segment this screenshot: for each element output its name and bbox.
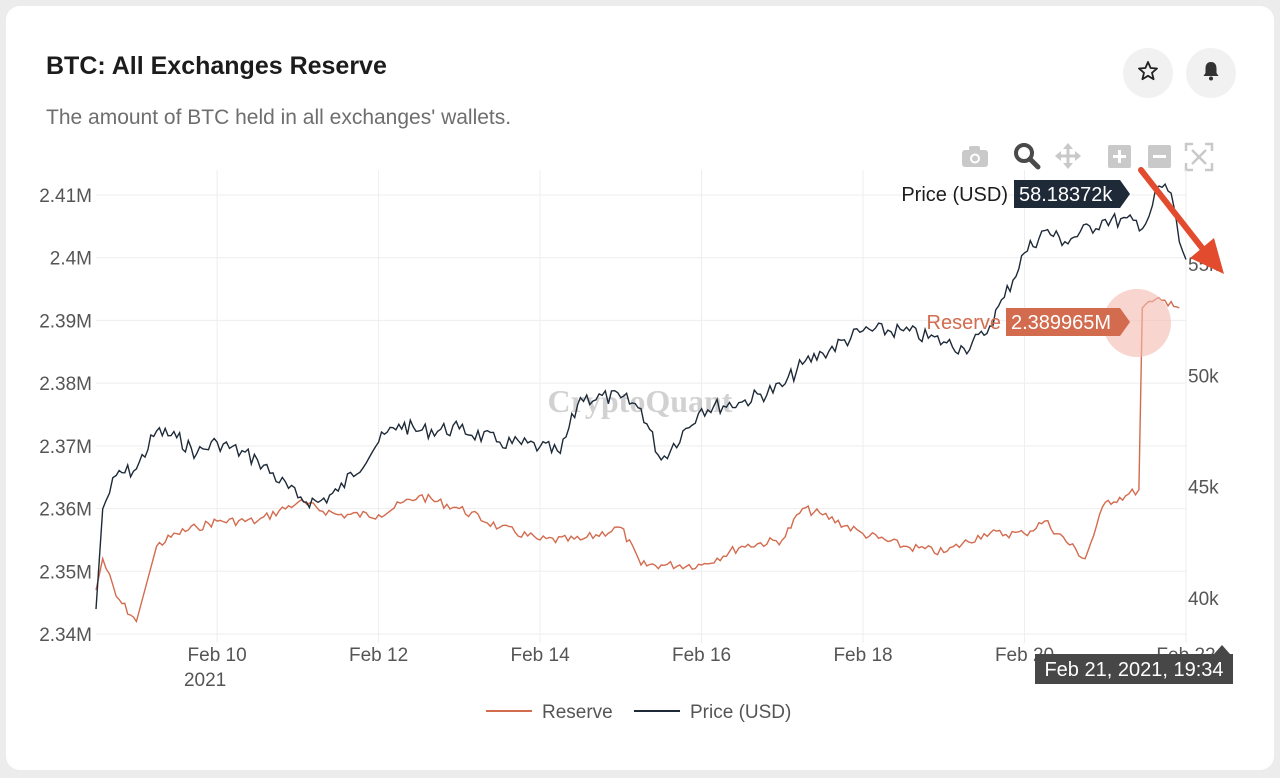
x-tick-sublabel: 2021 [184,670,226,691]
reserve-tooltip-value: 2.389965M [1011,312,1111,334]
alert-button[interactable] [1186,48,1236,98]
price-tooltip-value: 58.18372k [1019,184,1113,206]
x-tick-label: Feb 14 [510,645,570,666]
price-tooltip-label: Price (USD) [901,184,1008,206]
reserve-tooltip: Reserve 2.389965M [927,308,1130,336]
pan-icon[interactable] [1055,143,1081,169]
x-tick-label: Feb 12 [349,645,408,666]
favorite-button[interactable] [1123,48,1173,98]
date-tooltip: Feb 21, 2021, 19:34 [1035,645,1233,684]
y-right-tick-label: 50k [1188,366,1219,387]
y-left-tick-label: 2.38M [39,374,92,395]
page-title: BTC: All Exchanges Reserve [46,52,387,80]
legend-item-price[interactable]: Price (USD) [634,702,791,723]
y-left-tick-label: 2.37M [39,437,92,458]
legend: Reserve Price (USD) [486,702,791,723]
y-right-tick-label: 45k [1188,478,1219,499]
y-left-tick-label: 2.4M [50,249,92,270]
grid [96,170,1187,643]
zoom-out-icon[interactable] [1148,145,1171,168]
y-right-tick-label: 40k [1188,589,1219,610]
x-tick-label: Feb 16 [672,645,731,666]
zoom-icon[interactable] [1014,143,1041,170]
legend-price-label: Price (USD) [690,702,791,723]
bell-icon [1199,59,1223,88]
y-left-tick-label: 2.36M [39,500,92,521]
y-left-tick-label: 2.39M [39,311,92,332]
camera-icon[interactable] [962,146,988,167]
autoscale-icon[interactable] [1184,142,1214,172]
star-icon [1136,59,1160,88]
legend-reserve-label: Reserve [542,702,613,723]
page-subtitle: The amount of BTC held in all exchanges'… [46,106,512,129]
x-tick-label: Feb 10 [188,645,247,666]
price-tooltip: Price (USD) 58.18372k [901,180,1130,208]
hover-highlight [1103,289,1171,357]
reserve-tooltip-label: Reserve [927,312,1001,334]
y-left-tick-label: 2.35M [39,562,92,583]
legend-item-reserve[interactable]: Reserve [486,702,613,723]
series-line-reserve [95,296,1180,624]
series-line-price [95,182,1187,610]
modebar [962,142,1214,172]
zoom-in-icon[interactable] [1108,145,1131,168]
series-layer [95,182,1187,624]
x-tick-label: Feb 18 [833,645,892,666]
y-left-tick-label: 2.41M [39,186,92,207]
y-left-tick-label: 2.34M [39,625,92,646]
red-arrow-annotation [1138,167,1224,274]
y-axis-left: 2.34M 2.35M 2.36M 2.37M 2.38M 2.39M 2.4M 2.41M [39,186,92,646]
date-tooltip-value: Feb 21, 2021, 19:34 [1044,659,1223,681]
